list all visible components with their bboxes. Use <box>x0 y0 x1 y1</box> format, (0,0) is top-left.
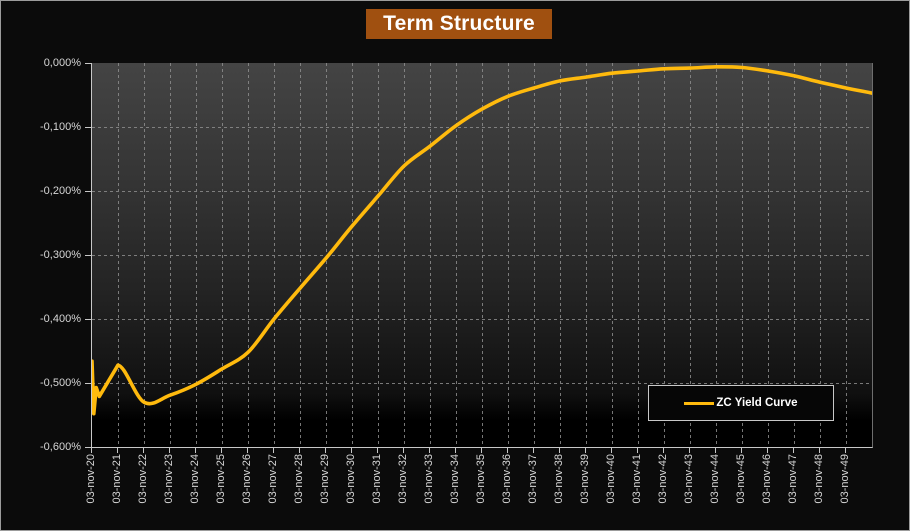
x-axis-tick-label: 03-nov-46 <box>761 454 773 504</box>
x-axis-tick <box>845 448 846 453</box>
x-axis-tick-label: 03-nov-42 <box>657 454 669 504</box>
plot-area: ZC Yield Curve <box>91 63 873 448</box>
x-axis-tick-label: 03-nov-44 <box>709 454 721 504</box>
y-axis-tick-label: -0,400% <box>40 313 81 325</box>
y-axis-tick <box>85 383 91 384</box>
x-axis-tick <box>481 448 482 453</box>
x-axis-tick <box>299 448 300 453</box>
x-axis-tick-label: 03-nov-25 <box>215 454 227 504</box>
x-axis-tick <box>663 448 664 453</box>
y-axis-tick-label: 0,000% <box>43 57 81 69</box>
x-axis-tick <box>793 448 794 453</box>
legend: ZC Yield Curve <box>648 385 834 421</box>
x-axis-tick-label: 03-nov-22 <box>137 454 149 504</box>
legend-label: ZC Yield Curve <box>716 397 798 409</box>
y-axis-tick <box>85 447 91 448</box>
x-axis-tick <box>195 448 196 453</box>
x-axis-tick <box>611 448 612 453</box>
y-axis-tick-label: -0,100% <box>40 121 81 133</box>
zc-yield-curve-line <box>92 64 872 416</box>
x-axis-tick-label: 03-nov-38 <box>553 454 565 504</box>
x-axis-tick <box>767 448 768 453</box>
x-axis-tick-label: 03-nov-37 <box>527 454 539 504</box>
x-axis-tick-label: 03-nov-24 <box>189 454 201 504</box>
x-axis-tick <box>91 448 92 453</box>
y-axis-tick-label: -0,500% <box>40 377 81 389</box>
y-axis-tick-label: -0,200% <box>40 185 81 197</box>
x-axis-tick-label: 03-nov-21 <box>111 454 123 504</box>
x-axis-tick <box>637 448 638 453</box>
x-axis-tick-label: 03-nov-45 <box>735 454 747 504</box>
y-axis-tick <box>85 255 91 256</box>
x-axis-tick-label: 03-nov-20 <box>85 454 97 504</box>
x-axis-tick <box>117 448 118 453</box>
x-axis-tick <box>273 448 274 453</box>
x-axis-tick-label: 03-nov-36 <box>501 454 513 504</box>
y-axis-tick <box>85 63 91 64</box>
x-axis-tick <box>819 448 820 453</box>
x-axis-tick-label: 03-nov-33 <box>423 454 435 504</box>
x-axis-tick <box>351 448 352 453</box>
x-axis-tick <box>715 448 716 453</box>
x-axis-tick-label: 03-nov-48 <box>813 454 825 504</box>
y-axis-tick <box>85 127 91 128</box>
x-axis-tick-label: 03-nov-47 <box>787 454 799 504</box>
x-axis-tick <box>325 448 326 453</box>
x-axis-tick-label: 03-nov-30 <box>345 454 357 504</box>
x-axis-tick-label: 03-nov-32 <box>397 454 409 504</box>
chart-title: Term Structure <box>383 12 535 35</box>
x-axis-tick-label: 03-nov-26 <box>241 454 253 504</box>
x-axis-tick-label: 03-nov-29 <box>319 454 331 504</box>
legend-line-sample <box>684 401 715 405</box>
x-axis-tick-label: 03-nov-40 <box>605 454 617 504</box>
x-axis-tick-label: 03-nov-41 <box>631 454 643 504</box>
x-axis-tick <box>221 448 222 453</box>
x-axis-tick <box>377 448 378 453</box>
x-axis-tick <box>559 448 560 453</box>
x-axis-tick-label: 03-nov-34 <box>449 454 461 504</box>
x-axis-tick-label: 03-nov-35 <box>475 454 487 504</box>
x-axis-tick-label: 03-nov-23 <box>163 454 175 504</box>
gridlines <box>92 63 872 447</box>
x-axis-tick-label: 03-nov-49 <box>839 454 851 504</box>
x-axis-tick <box>689 448 690 453</box>
x-axis-tick-label: 03-nov-27 <box>267 454 279 504</box>
x-axis-tick-label: 03-nov-31 <box>371 454 383 504</box>
x-axis-tick <box>455 448 456 453</box>
y-axis-tick <box>85 191 91 192</box>
x-axis-tick <box>741 448 742 453</box>
y-axis-tick-label: -0,600% <box>40 441 81 453</box>
x-axis-tick <box>403 448 404 453</box>
chart-title-banner: Term Structure <box>366 9 552 39</box>
x-axis-tick <box>507 448 508 453</box>
y-axis-tick <box>85 319 91 320</box>
chart-canvas <box>92 63 872 447</box>
x-axis-tick <box>585 448 586 453</box>
x-axis-tick <box>169 448 170 453</box>
x-axis-tick <box>533 448 534 453</box>
x-axis-tick-label: 03-nov-28 <box>293 454 305 504</box>
x-axis-tick <box>429 448 430 453</box>
x-axis-tick <box>143 448 144 453</box>
x-axis-tick-label: 03-nov-43 <box>683 454 695 504</box>
x-axis-tick-label: 03-nov-39 <box>579 454 591 504</box>
y-axis-tick-label: -0,300% <box>40 249 81 261</box>
x-axis-tick <box>247 448 248 453</box>
